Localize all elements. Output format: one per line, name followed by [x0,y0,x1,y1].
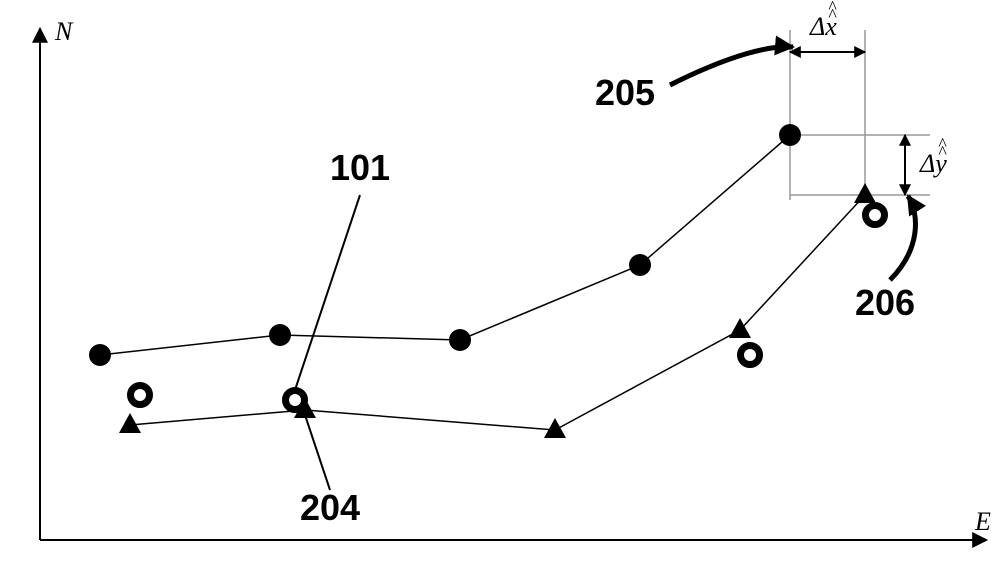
filled-circle-marker [779,124,801,146]
callout-206: 206 [855,282,915,323]
callout-205: 205 [595,72,655,113]
triangle-marker [854,183,876,203]
axes: EN [40,17,991,540]
triangle-marker [544,418,566,438]
filled-circle-marker [89,344,111,366]
filled-circle-marker [269,324,291,346]
open-circle-marker [866,206,885,225]
open-circle-marker [286,391,305,410]
filled-circle-marker [629,254,651,276]
dimension-annotations: Δx^^Δy^^ [790,0,947,195]
filled-circle-marker [449,329,471,351]
triangle-marker [119,413,141,433]
open-circle-marker [131,386,150,405]
callout-101: 101 [330,147,390,188]
callout-204: 204 [300,487,360,528]
y-axis-label: N [54,17,74,46]
series-triangles [119,183,876,438]
series-open-circles [131,206,885,410]
open-circle-marker [741,346,760,365]
x-axis-label: E [974,507,991,536]
delta-guides [790,30,930,200]
callout-labels: 101 204 205 206 [295,47,915,528]
diagram-canvas: EN Δx^^Δy^^ 101204205206 [0,0,1000,575]
series-filled-circles [89,124,801,366]
